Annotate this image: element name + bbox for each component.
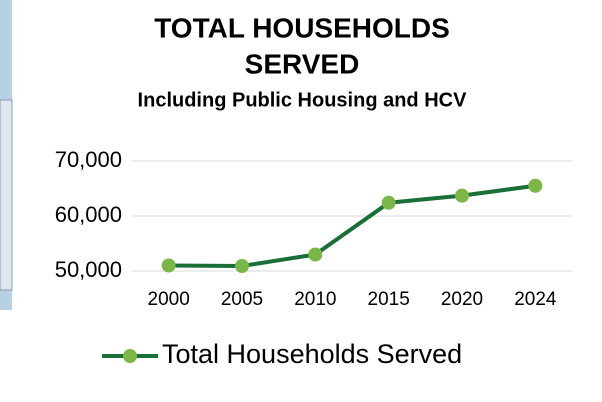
series-line	[168, 183, 536, 269]
background-fragment	[0, 99, 13, 291]
x-tick-label: 2020	[441, 289, 483, 310]
data-point	[528, 178, 543, 193]
chart-subtitle: Including Public Housing and HCV	[138, 89, 468, 111]
data-point	[308, 247, 323, 262]
data-point	[455, 188, 469, 203]
legend-label: Total Households Served	[162, 339, 462, 369]
y-tick-label: 50,000	[55, 257, 122, 282]
y-tick-label: 60,000	[55, 202, 122, 227]
chart-title: TOTAL HOUSEHOLDS	[154, 12, 450, 43]
y-tick-label: 70,000	[55, 147, 122, 172]
data-point	[381, 195, 396, 210]
chart-title: SERVED	[245, 48, 360, 79]
legend-marker	[123, 349, 137, 363]
x-tick-label: 2010	[294, 289, 336, 310]
x-tick-label: 2024	[514, 289, 557, 310]
data-point	[161, 258, 176, 273]
x-tick-label: 2000	[148, 289, 190, 310]
data-point	[235, 259, 249, 274]
x-tick-label: 2015	[368, 289, 410, 310]
x-tick-label: 2005	[221, 289, 263, 310]
